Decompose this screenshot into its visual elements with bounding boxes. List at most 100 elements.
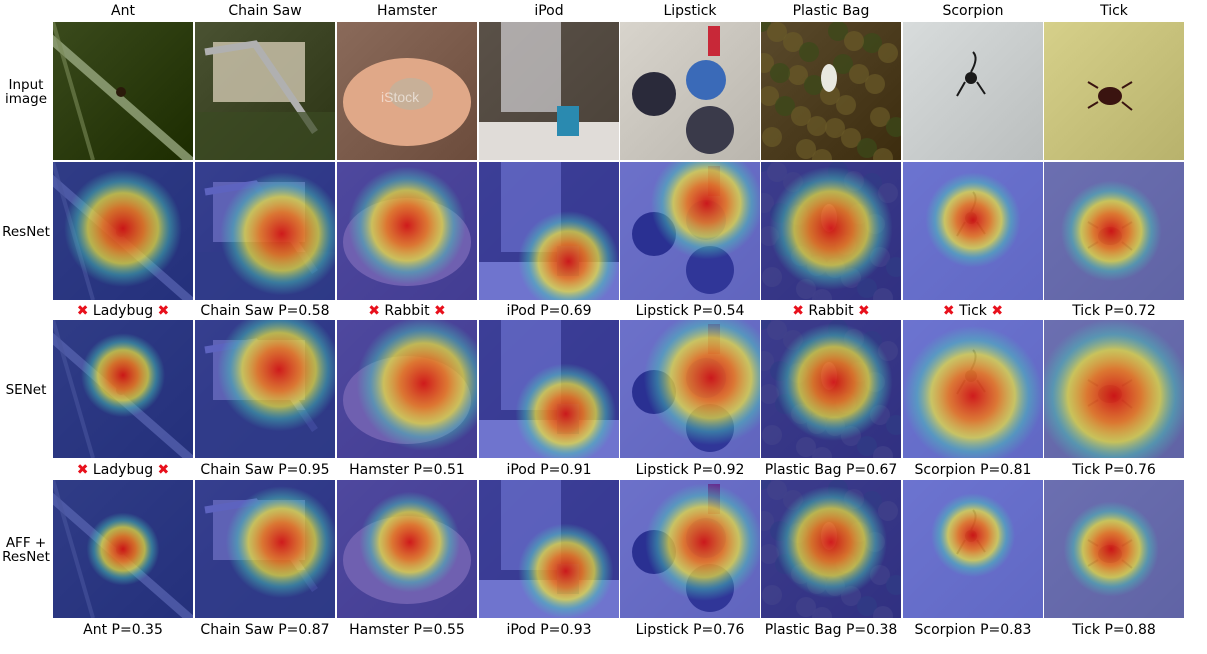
row-label: SENet	[0, 383, 52, 397]
prediction-label: Hamster P=0.55	[349, 622, 465, 638]
row-label-line: AFF +	[5, 535, 47, 551]
wrong-cross-icon: ✖	[157, 462, 170, 478]
column-header: iPod	[534, 3, 564, 19]
heatmap-image	[479, 480, 619, 618]
column-header: Scorpion	[942, 3, 1004, 19]
input-image	[195, 22, 335, 160]
wrong-prediction-caption: ✖ Tick ✖	[899, 303, 1047, 319]
row-label-line: Input	[8, 77, 44, 93]
prediction-label: iPod P=0.93	[506, 622, 592, 638]
prediction-label: Ladybug	[92, 462, 154, 478]
column-header: Lipstick	[663, 3, 717, 19]
heatmap-image	[761, 320, 901, 458]
prediction-caption: iPod P=0.91	[475, 462, 623, 478]
prediction-label: Chain Saw P=0.58	[200, 303, 330, 319]
column-header: Plastic Bag	[792, 3, 870, 19]
heatmap-image	[479, 320, 619, 458]
heatmap-image	[1044, 162, 1184, 300]
heatmap-image	[195, 480, 335, 618]
prediction-caption: Tick P=0.76	[1040, 462, 1188, 478]
prediction-caption: iPod P=0.69	[475, 303, 623, 319]
wrong-prediction-caption: ✖ Ladybug ✖	[49, 303, 197, 319]
prediction-label: Chain Saw P=0.87	[200, 622, 330, 638]
heatmap-image	[337, 162, 477, 300]
heatmap-image	[903, 162, 1043, 300]
wrong-cross-icon: ✖	[76, 462, 89, 478]
prediction-caption: Chain Saw P=0.95	[191, 462, 339, 478]
row-label-line: ResNet	[2, 224, 50, 240]
column-header: Chain Saw	[228, 3, 302, 19]
column-header: Ant	[111, 3, 135, 19]
wrong-cross-icon: ✖	[368, 303, 380, 319]
prediction-label: Lipstick P=0.76	[635, 622, 745, 638]
wrong-cross-icon: ✖	[991, 303, 1004, 319]
heatmap-image	[620, 162, 760, 300]
prediction-label: Tick P=0.76	[1072, 462, 1156, 478]
heatmap-image	[620, 320, 760, 458]
prediction-caption: Lipstick P=0.54	[616, 303, 764, 319]
input-image	[620, 22, 760, 160]
heatmap-image	[53, 320, 193, 458]
prediction-caption: iPod P=0.93	[475, 622, 623, 638]
prediction-caption: Hamster P=0.55	[333, 622, 481, 638]
wrong-cross-icon: ✖	[942, 303, 955, 319]
wrong-cross-icon: ✖	[858, 303, 870, 319]
row-label-line: ResNet	[2, 549, 50, 565]
prediction-label: Tick P=0.72	[1072, 303, 1156, 319]
heatmap-image	[903, 320, 1043, 458]
prediction-label: Scorpion P=0.83	[914, 622, 1032, 638]
wrong-cross-icon: ✖	[434, 303, 446, 319]
heatmap-image	[53, 162, 193, 300]
wrong-cross-icon: ✖	[76, 303, 89, 319]
prediction-label: Lipstick P=0.92	[635, 462, 745, 478]
prediction-label: Hamster P=0.51	[349, 462, 465, 478]
heatmap-image	[1044, 480, 1184, 618]
input-image	[53, 22, 193, 160]
prediction-caption: Scorpion P=0.81	[899, 462, 1047, 478]
prediction-label: Ant P=0.35	[83, 622, 163, 638]
prediction-caption: Ant P=0.35	[49, 622, 197, 638]
prediction-caption: Lipstick P=0.92	[616, 462, 764, 478]
input-image	[761, 22, 901, 160]
prediction-caption: Hamster P=0.51	[333, 462, 481, 478]
wrong-cross-icon: ✖	[157, 303, 170, 319]
watermark-text: iStock	[381, 89, 420, 105]
prediction-caption: Chain Saw P=0.58	[191, 303, 339, 319]
prediction-label: Rabbit	[808, 303, 854, 319]
heatmap-image	[337, 480, 477, 618]
prediction-caption: Chain Saw P=0.87	[191, 622, 339, 638]
prediction-label: Tick	[959, 303, 987, 319]
prediction-caption: Lipstick P=0.76	[616, 622, 764, 638]
prediction-caption: Tick P=0.88	[1040, 622, 1188, 638]
row-label: AFF + ResNet	[0, 536, 52, 564]
heatmap-image	[53, 480, 193, 618]
prediction-label: Tick P=0.88	[1072, 622, 1156, 638]
prediction-caption: Scorpion P=0.83	[899, 622, 1047, 638]
input-image: iStock	[337, 22, 477, 160]
row-label-line: SENet	[5, 382, 47, 398]
row-label-line: image	[4, 91, 48, 107]
heatmap-image	[337, 320, 477, 458]
heatmap-image	[620, 480, 760, 618]
input-image	[1044, 22, 1184, 160]
prediction-label: Plastic Bag P=0.38	[764, 622, 898, 638]
prediction-label: Rabbit	[384, 303, 430, 319]
heatmap-image	[761, 162, 901, 300]
heatmap-image	[195, 320, 335, 458]
prediction-label: Scorpion P=0.81	[914, 462, 1032, 478]
heatmap-image	[761, 480, 901, 618]
wrong-cross-icon: ✖	[792, 303, 804, 319]
prediction-label: iPod P=0.69	[506, 303, 592, 319]
prediction-label: Chain Saw P=0.95	[200, 462, 330, 478]
column-header: Hamster	[377, 3, 437, 19]
wrong-prediction-caption: ✖ Rabbit ✖	[757, 303, 905, 319]
heatmap-image	[195, 162, 335, 300]
prediction-caption: Tick P=0.72	[1040, 303, 1188, 319]
heatmap-image	[903, 480, 1043, 618]
wrong-prediction-caption: ✖ Rabbit ✖	[333, 303, 481, 319]
row-label: Input image	[0, 78, 52, 106]
heatmap-image	[1044, 320, 1184, 458]
column-header: Tick	[1100, 3, 1128, 19]
prediction-label: Lipstick P=0.54	[635, 303, 745, 319]
heatmap-image	[479, 162, 619, 300]
